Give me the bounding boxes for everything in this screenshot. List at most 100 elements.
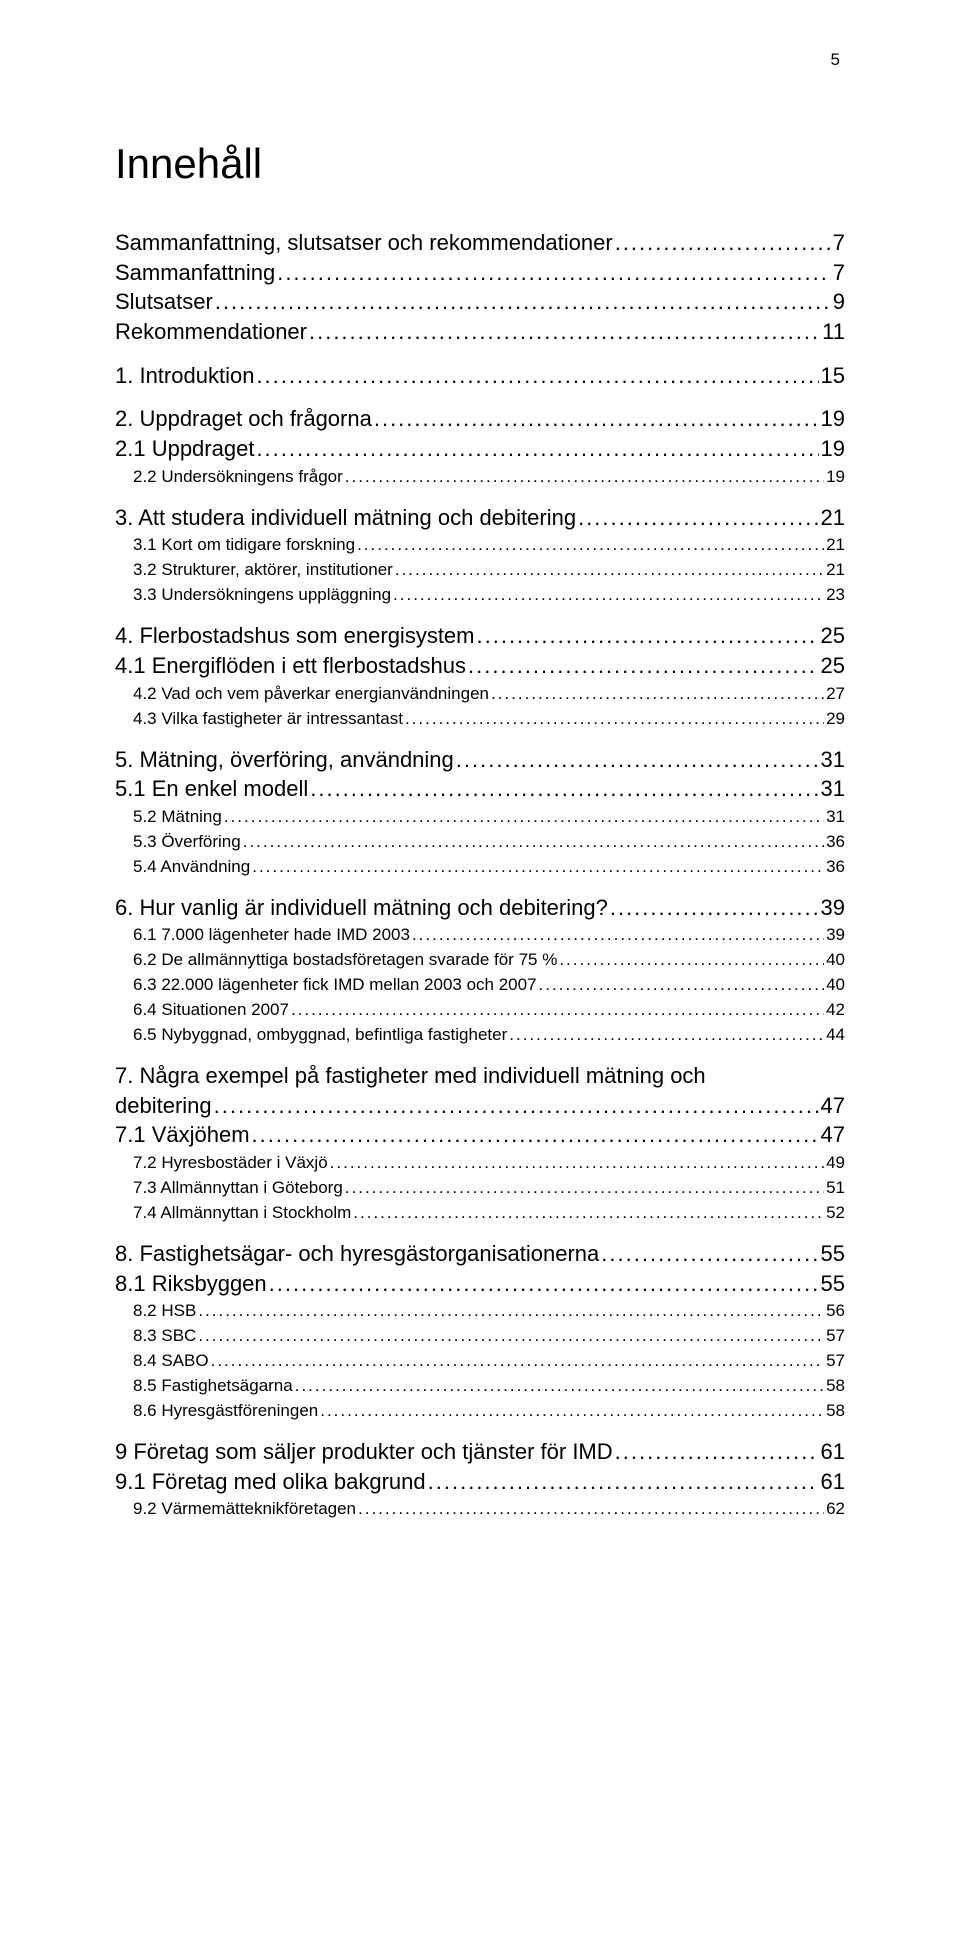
toc-entry: 9.1 Företag med olika bakgrund61 <box>115 1467 845 1497</box>
toc-entry: 5. Mätning, överföring, användning31 <box>115 745 845 775</box>
toc-dot-leader <box>456 745 819 775</box>
toc-entry-page: 58 <box>826 1375 845 1398</box>
toc-entry-label: 8.5 Fastighetsägarna <box>133 1375 293 1398</box>
toc-entry-page: 19 <box>821 404 845 434</box>
toc-entry-label: Sammanfattning <box>115 258 275 288</box>
toc-entry-page: 27 <box>826 683 845 706</box>
toc-entry-label: 3.1 Kort om tidigare forskning <box>133 534 355 557</box>
toc-entry-page: 15 <box>821 361 845 391</box>
toc-entry: 8. Fastighetsägar- och hyresgästorganisa… <box>115 1239 845 1269</box>
toc-entry-label: 6.4 Situationen 2007 <box>133 999 289 1022</box>
toc-dot-leader <box>198 1325 824 1348</box>
toc-entry: 7.3 Allmännyttan i Göteborg51 <box>133 1177 845 1200</box>
toc-entry: 4.1 Energiflöden i ett flerbostadshus25 <box>115 651 845 681</box>
toc-entry: 8.6 Hyresgästföreningen58 <box>133 1400 845 1423</box>
toc-entry: 3.1 Kort om tidigare forskning 21 <box>133 534 845 557</box>
toc-entry: Sammanfattning, slutsatser och rekommend… <box>115 228 845 258</box>
toc-dot-leader <box>357 534 824 557</box>
toc-entry-page: 25 <box>821 621 845 651</box>
toc-entry-page: 58 <box>826 1400 845 1423</box>
toc-entry-page: 7 <box>833 228 845 258</box>
toc-entry-label: 1. Introduktion <box>115 361 254 391</box>
toc-entry-label: 9.2 Värmemätteknikföretagen <box>133 1498 356 1521</box>
toc-entry-page: 49 <box>826 1152 845 1175</box>
toc-entry-label: 2. Uppdraget och frågorna <box>115 404 372 434</box>
toc-dot-leader <box>393 584 824 607</box>
toc-entry: 9 Företag som säljer produkter och tjäns… <box>115 1437 845 1467</box>
toc-entry-label: 7.4 Allmännyttan i Stockholm <box>133 1202 351 1225</box>
toc-entry: Slutsatser9 <box>115 287 845 317</box>
toc-dot-leader <box>358 1498 824 1521</box>
toc-dot-leader <box>345 466 824 489</box>
toc-entry-page: 55 <box>821 1239 845 1269</box>
toc-entry: 5.2 Mätning31 <box>133 806 845 829</box>
toc-entry-page: 21 <box>826 559 845 582</box>
toc-entry: 7.4 Allmännyttan i Stockholm52 <box>133 1202 845 1225</box>
toc-entry-label: 4.2 Vad och vem påverkar energianvändnin… <box>133 683 489 706</box>
toc-entry: 6.3 22.000 lägenheter fick IMD mellan 20… <box>133 974 845 997</box>
toc-dot-leader <box>310 774 818 804</box>
toc-entry-label: 3.2 Strukturer, aktörer, institutioner <box>133 559 393 582</box>
toc-entry: 8.5 Fastighetsägarna 58 <box>133 1375 845 1398</box>
toc-entry-label: 9 Företag som säljer produkter och tjäns… <box>115 1437 613 1467</box>
toc-dot-leader <box>353 1202 824 1225</box>
toc-dot-leader <box>252 1120 819 1150</box>
toc-entry-label: 5.2 Mätning <box>133 806 222 829</box>
toc-entry-label: 4.1 Energiflöden i ett flerbostadshus <box>115 651 466 681</box>
toc-entry: 4.2 Vad och vem påverkar energianvändnin… <box>133 683 845 706</box>
toc-entry-page: 7 <box>833 258 845 288</box>
toc-dot-leader <box>539 974 825 997</box>
toc-entry: 3. Att studera individuell mätning och d… <box>115 503 845 533</box>
toc-entry-label: 2.2 Undersökningens frågor <box>133 466 343 489</box>
toc-entry-label: 8.3 SBC <box>133 1325 196 1348</box>
toc-entry-label: 7.1 Växjöhem <box>115 1120 250 1150</box>
toc-entry-page: 57 <box>826 1350 845 1373</box>
toc-entry-page: 29 <box>826 708 845 731</box>
toc-entry-page: 56 <box>826 1300 845 1323</box>
toc-dot-leader <box>601 1239 818 1269</box>
toc-entry-label: 4. Flerbostadshus som energisystem <box>115 621 475 651</box>
toc-entry-page: 19 <box>826 466 845 489</box>
toc-entry: 2.1 Uppdraget19 <box>115 434 845 464</box>
toc-dot-leader <box>256 361 818 391</box>
toc-entry-label: 6.3 22.000 lägenheter fick IMD mellan 20… <box>133 974 537 997</box>
toc-entry-label: 8. Fastighetsägar- och hyresgästorganisa… <box>115 1239 599 1269</box>
toc-dot-leader <box>256 434 818 464</box>
toc-dot-leader <box>309 317 820 347</box>
toc-entry-page: 31 <box>821 745 845 775</box>
toc-entry: Rekommendationer11 <box>115 317 845 347</box>
toc-entry-page: 21 <box>826 534 845 557</box>
toc-entry-page: 40 <box>826 949 845 972</box>
toc-entry-page: 42 <box>826 999 845 1022</box>
toc-entry: 2.2 Undersökningens frågor 19 <box>133 466 845 489</box>
toc-dot-leader <box>395 559 824 582</box>
toc-entry-label: 7.3 Allmännyttan i Göteborg <box>133 1177 343 1200</box>
toc-dot-leader <box>295 1375 824 1398</box>
toc-entry-label: 9.1 Företag med olika bakgrund <box>115 1467 426 1497</box>
toc-entry-label: 8.2 HSB <box>133 1300 196 1323</box>
toc-entry-page: 40 <box>826 974 845 997</box>
toc-entry-page: 19 <box>821 434 845 464</box>
toc-dot-leader <box>211 1350 824 1373</box>
toc-dot-leader <box>405 708 824 731</box>
page-number: 5 <box>115 50 845 70</box>
toc-entry: 4.3 Vilka fastigheter är intressantast29 <box>133 708 845 731</box>
toc-entry-label: Slutsatser <box>115 287 213 317</box>
toc-entry-page: 44 <box>826 1024 845 1047</box>
toc-entry-page: 39 <box>826 924 845 947</box>
toc-dot-leader <box>477 621 819 651</box>
toc-entry: 4. Flerbostadshus som energisystem 25 <box>115 621 845 651</box>
toc-entry: 5.1 En enkel modell31 <box>115 774 845 804</box>
toc-entry-label: 7. Några exempel på fastigheter med indi… <box>115 1061 845 1091</box>
toc-entry-page: 23 <box>826 584 845 607</box>
toc-entry-page: 55 <box>821 1269 845 1299</box>
toc-entry-page: 31 <box>821 774 845 804</box>
toc-entry-label: 7.2 Hyresbostäder i Växjö <box>133 1152 328 1175</box>
toc-dot-leader <box>610 893 819 923</box>
toc-dot-leader <box>215 287 831 317</box>
toc-entry-label: 8.4 SABO <box>133 1350 209 1373</box>
toc-dot-leader <box>578 503 818 533</box>
toc-entry: 8.1 Riksbyggen55 <box>115 1269 845 1299</box>
toc-dot-leader <box>320 1400 824 1423</box>
toc-entry: 6.4 Situationen 2007 42 <box>133 999 845 1022</box>
